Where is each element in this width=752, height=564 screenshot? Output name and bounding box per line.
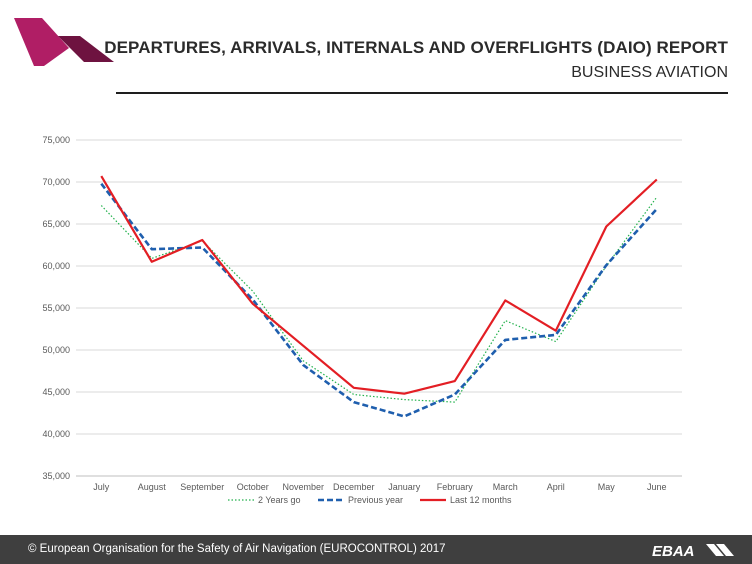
x-tick-label: July bbox=[93, 482, 110, 492]
x-tick-label: December bbox=[333, 482, 375, 492]
y-tick-label: 45,000 bbox=[42, 387, 70, 397]
ebaa-logo-text: EBAA bbox=[652, 543, 695, 559]
legend-label: Previous year bbox=[348, 495, 403, 505]
x-axis-ticks: July August September October November Decemb… bbox=[93, 482, 666, 492]
y-tick-label: 35,000 bbox=[42, 471, 70, 481]
y-tick-label: 50,000 bbox=[42, 345, 70, 355]
y-tick-label: 60,000 bbox=[42, 261, 70, 271]
series-line bbox=[100, 196, 658, 403]
report-title: DEPARTURES, ARRIVALS, INTERNALS AND OVER… bbox=[104, 38, 728, 57]
y-tick-label: 70,000 bbox=[42, 177, 70, 187]
x-tick-label: November bbox=[282, 482, 324, 492]
legend-label: Last 12 months bbox=[450, 495, 512, 505]
y-tick-label: 75,000 bbox=[42, 135, 70, 145]
report-subtitle: BUSINESS AVIATION bbox=[571, 64, 728, 81]
footer-bar: © European Organisation for the Safety o… bbox=[0, 535, 752, 564]
y-tick-label: 40,000 bbox=[42, 429, 70, 439]
x-tick-label: October bbox=[237, 482, 269, 492]
y-tick-label: 55,000 bbox=[42, 303, 70, 313]
x-tick-label: June bbox=[647, 482, 667, 492]
series-lines bbox=[100, 175, 658, 418]
x-tick-label: September bbox=[180, 482, 224, 492]
x-tick-label: February bbox=[437, 482, 474, 492]
x-tick-label: January bbox=[388, 482, 421, 492]
ebaa-logo: EBAA bbox=[652, 543, 734, 559]
y-tick-label: 65,000 bbox=[42, 219, 70, 229]
gridlines bbox=[76, 139, 682, 477]
x-tick-label: August bbox=[138, 482, 167, 492]
copyright-text: © European Organisation for the Safety o… bbox=[28, 543, 446, 555]
x-tick-label: March bbox=[493, 482, 518, 492]
line-chart: 35,000 40,000 45,000 50,000 55,000 60,000 65,0… bbox=[42, 135, 682, 505]
header-divider bbox=[116, 92, 728, 94]
y-axis-ticks: 35,000 40,000 45,000 50,000 55,000 60,000 65,0… bbox=[42, 135, 70, 481]
series-line bbox=[100, 175, 658, 395]
legend-label: 2 Years go bbox=[258, 495, 301, 505]
airline-logo bbox=[14, 18, 114, 66]
x-tick-label: April bbox=[547, 482, 565, 492]
legend: 2 Years go Previous year Last 12 months bbox=[228, 495, 512, 505]
x-tick-label: May bbox=[598, 482, 616, 492]
series-line bbox=[100, 182, 658, 418]
